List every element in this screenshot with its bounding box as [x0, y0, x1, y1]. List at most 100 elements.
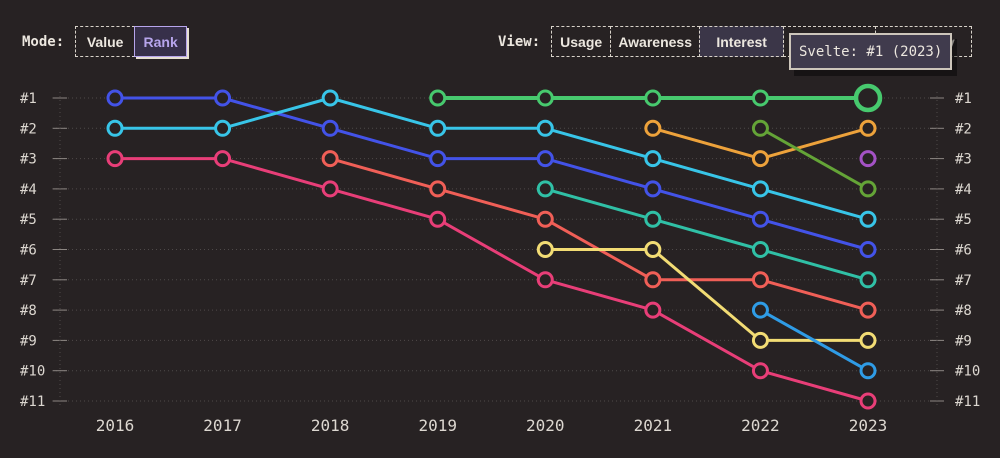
rank-label-left-10: #10 — [20, 364, 45, 380]
year-label-2019: 2019 — [418, 416, 457, 435]
data-point-orange-2021-rank2[interactable] — [644, 119, 662, 137]
data-point-azure-2022-rank8[interactable] — [751, 301, 769, 319]
data-point-cyan-2017-rank2[interactable] — [214, 119, 232, 137]
tooltip-text: Svelte: #1 (2023) — [799, 43, 943, 60]
series-line-salmon[interactable] — [328, 157, 870, 312]
data-point-orange-2022-rank3[interactable] — [751, 150, 769, 168]
data-point-cyan-2018-rank1[interactable] — [321, 89, 339, 107]
series-line-teal[interactable] — [543, 187, 870, 282]
data-point-yellow-2021-rank6[interactable] — [644, 241, 662, 258]
year-label-2017: 2017 — [203, 416, 242, 435]
mode-label: Mode: — [22, 33, 65, 50]
data-point-salmon-2018-rank3[interactable] — [321, 150, 339, 168]
mode-option-value[interactable]: Value — [75, 26, 136, 57]
data-point-orange-2023-rank2[interactable] — [859, 119, 877, 137]
data-point-salmon-2021-rank7[interactable] — [644, 271, 662, 289]
data-point-indigo-2017-rank1[interactable] — [214, 89, 232, 107]
rank-label-left-11: #11 — [20, 394, 45, 410]
data-point-indigo-2023-rank6[interactable] — [859, 241, 877, 258]
data-point-salmon-2023-rank8[interactable] — [859, 301, 877, 319]
data-point-pink-2016-rank3[interactable] — [106, 150, 124, 168]
data-point-svelte-2019-rank1[interactable] — [429, 89, 447, 107]
data-point-pink-2018-rank4[interactable] — [321, 180, 339, 198]
rank-label-right-4: #4 — [955, 182, 972, 198]
data-point-lime-2022-rank2[interactable] — [751, 119, 769, 137]
data-point-svelte-2020-rank1[interactable] — [536, 89, 554, 107]
rank-label-left-3: #3 — [20, 152, 37, 168]
mode-buttons: Value Rank — [75, 26, 188, 57]
data-point-svelte-2021-rank1[interactable] — [644, 89, 662, 107]
data-point-salmon-2020-rank5[interactable] — [536, 210, 554, 228]
data-point-svelte-2022-rank1[interactable] — [751, 89, 769, 107]
rank-label-right-11: #11 — [955, 394, 980, 410]
data-point-pink-2020-rank7[interactable] — [536, 271, 554, 289]
year-label-2021: 2021 — [634, 416, 673, 435]
data-point-cyan-2022-rank4[interactable] — [751, 180, 769, 198]
year-label-2022: 2022 — [741, 416, 780, 435]
year-label-2023: 2023 — [849, 416, 888, 435]
data-point-indigo-2021-rank4[interactable] — [644, 180, 662, 198]
data-point-indigo-2022-rank5[interactable] — [751, 210, 769, 228]
rank-label-left-1: #1 — [20, 91, 37, 107]
view-tab-usage[interactable]: Usage — [551, 26, 612, 57]
rank-label-left-7: #7 — [20, 273, 37, 289]
view-label: View: — [498, 33, 541, 50]
rank-label-right-1: #1 — [955, 91, 972, 107]
rank-label-left-6: #6 — [20, 243, 37, 259]
rank-label-right-7: #7 — [955, 273, 972, 289]
rank-label-left-5: #5 — [20, 212, 37, 228]
data-point-purple-2023-rank3[interactable] — [859, 150, 877, 168]
rank-label-left-2: #2 — [20, 121, 37, 137]
data-point-pink-2019-rank5[interactable] — [429, 210, 447, 228]
series-line-indigo[interactable] — [113, 96, 870, 251]
data-point-cyan-2019-rank2[interactable] — [429, 119, 447, 137]
data-point-yellow-2020-rank6[interactable] — [536, 241, 554, 258]
rank-label-left-8: #8 — [20, 303, 37, 319]
year-label-2016: 2016 — [96, 416, 135, 435]
rank-label-right-9: #9 — [955, 333, 972, 349]
tooltip: Svelte: #1 (2023) — [789, 33, 953, 70]
rank-label-right-3: #3 — [955, 152, 972, 168]
series-line-pink[interactable] — [113, 157, 870, 403]
data-point-cyan-2020-rank2[interactable] — [536, 119, 554, 137]
rank-label-right-10: #10 — [955, 364, 980, 380]
data-point-pink-2023-rank11[interactable] — [859, 392, 877, 410]
data-point-yellow-2022-rank9[interactable] — [751, 331, 769, 349]
data-point-cyan-2021-rank3[interactable] — [644, 150, 662, 168]
data-point-teal-2021-rank5[interactable] — [644, 210, 662, 228]
data-point-yellow-2023-rank9[interactable] — [859, 331, 877, 349]
rank-label-right-2: #2 — [955, 121, 972, 137]
year-label-2020: 2020 — [526, 416, 565, 435]
data-point-cyan-2016-rank2[interactable] — [106, 119, 124, 137]
data-point-cyan-2023-rank5[interactable] — [859, 210, 877, 228]
data-point-pink-2022-rank10[interactable] — [751, 362, 769, 380]
data-point-teal-2023-rank7[interactable] — [859, 271, 877, 289]
data-point-svelte-2023-rank1[interactable] — [853, 83, 883, 113]
view-tab-interest[interactable]: Interest — [699, 26, 785, 57]
mode-option-rank[interactable]: Rank — [134, 26, 188, 57]
rank-label-right-5: #5 — [955, 212, 972, 228]
view-tab-awareness[interactable]: Awareness — [610, 26, 701, 57]
series-line-azure[interactable] — [758, 308, 870, 373]
data-point-indigo-2018-rank2[interactable] — [321, 119, 339, 137]
data-point-salmon-2019-rank4[interactable] — [429, 180, 447, 198]
mode-toggle-group: Mode: Value Rank — [22, 26, 188, 57]
data-point-teal-2020-rank4[interactable] — [536, 180, 554, 198]
data-point-pink-2017-rank3[interactable] — [214, 150, 232, 168]
series-line-lime[interactable] — [758, 126, 870, 191]
data-point-indigo-2020-rank3[interactable] — [536, 150, 554, 168]
data-point-teal-2022-rank6[interactable] — [751, 241, 769, 258]
data-point-azure-2023-rank10[interactable] — [859, 362, 877, 380]
data-point-lime-2023-rank4[interactable] — [859, 180, 877, 198]
data-point-indigo-2019-rank3[interactable] — [429, 150, 447, 168]
data-point-salmon-2022-rank7[interactable] — [751, 271, 769, 289]
year-label-2018: 2018 — [311, 416, 350, 435]
data-point-indigo-2016-rank1[interactable] — [106, 89, 124, 107]
series-line-cyan[interactable] — [113, 96, 870, 221]
rank-label-left-9: #9 — [20, 333, 37, 349]
rank-label-right-8: #8 — [955, 303, 972, 319]
rank-label-left-4: #4 — [20, 182, 37, 198]
rank-label-right-6: #6 — [955, 243, 972, 259]
data-point-pink-2021-rank8[interactable] — [644, 301, 662, 319]
